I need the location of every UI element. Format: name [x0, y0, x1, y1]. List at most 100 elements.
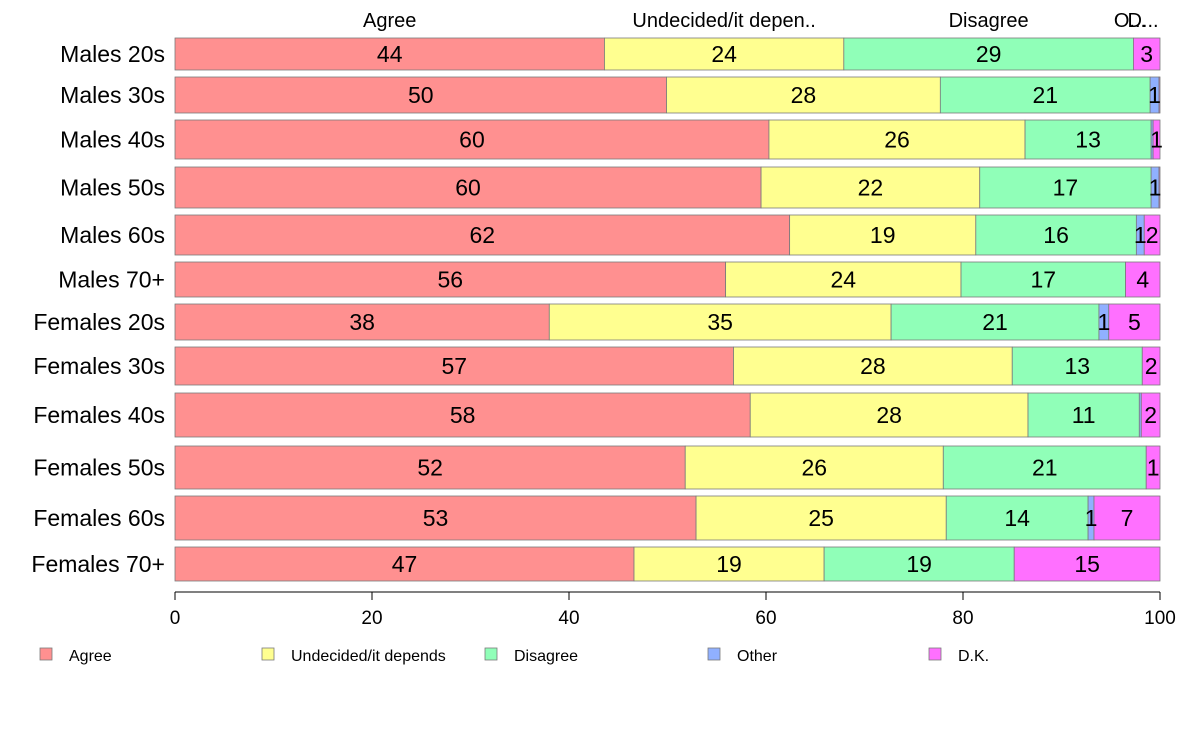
legend-label: Agree [69, 648, 112, 665]
bar-males-30s-disagree [939, 76, 1151, 114]
category-label: Females 20s [33, 309, 165, 335]
data-label: 47 [392, 551, 418, 577]
bar-females-60s-agree [174, 495, 697, 541]
legend-label: Other [737, 648, 778, 665]
bar-females-20s-disagree [890, 303, 1100, 341]
data-label: 28 [791, 82, 817, 108]
bar-females-60s-d-k [1093, 495, 1161, 541]
x-tick-label: 80 [952, 608, 973, 629]
bar-males-60s-undecided-it-depends [789, 214, 977, 256]
legend-label: D.K. [958, 648, 989, 665]
bar-males-70-d-k [1125, 261, 1161, 298]
bar-males-70-disagree [960, 261, 1126, 298]
data-label: 29 [976, 41, 1002, 67]
bar-females-40s-d-k [1140, 392, 1161, 438]
legend-label: Disagree [514, 648, 578, 665]
legend-swatch-other [707, 647, 721, 661]
data-label: 26 [884, 127, 910, 153]
data-label: 1 [1097, 309, 1110, 335]
category-label: Males 50s [60, 175, 165, 201]
bar-females-70-d-k [1013, 546, 1161, 582]
bar-males-60s-disagree [975, 214, 1137, 256]
data-label: 1 [1085, 505, 1098, 531]
series-top-label: O... [1114, 10, 1146, 32]
data-label: 15 [1074, 551, 1100, 577]
data-label: 1 [1150, 127, 1163, 153]
bar-males-60s-agree [174, 214, 791, 256]
data-label: 11 [1072, 402, 1096, 428]
category-label: Females 30s [33, 353, 165, 379]
legend-swatch-disagree [484, 647, 498, 661]
data-label: 58 [450, 402, 476, 428]
bar-females-20s-agree [174, 303, 550, 341]
x-tick-label: 100 [1144, 608, 1176, 629]
data-label: 2 [1145, 353, 1158, 379]
bar-females-60s-disagree [945, 495, 1089, 541]
bar-males-50s-agree [174, 166, 762, 209]
category-label: Males 60s [60, 222, 165, 248]
data-label: 60 [459, 127, 485, 153]
bar-females-30s-d-k [1141, 346, 1161, 386]
bar-females-50s-d-k [1145, 445, 1161, 490]
data-label: 28 [876, 402, 902, 428]
category-label: Males 70+ [58, 267, 165, 293]
data-label: 1 [1134, 222, 1147, 248]
bar-females-20s-undecided-it-depends [548, 303, 892, 341]
series-top-label: Undecided/it depen.. [632, 10, 815, 32]
category-label: Females 50s [33, 455, 165, 481]
bar-males-50s-d-k [1158, 166, 1161, 209]
x-tick-label: 40 [558, 608, 579, 629]
data-label: 57 [441, 353, 467, 379]
data-label: 25 [808, 505, 834, 531]
bar-females-70-undecided-it-depends [633, 546, 825, 582]
data-label: 14 [1004, 505, 1030, 531]
category-label: Males 40s [60, 127, 165, 153]
data-label: 1 [1147, 455, 1160, 481]
bar-males-30s-agree [174, 76, 667, 114]
bar-males-20s-d-k [1133, 37, 1161, 71]
data-label: 24 [711, 41, 737, 67]
bar-females-70-disagree [823, 546, 1015, 582]
data-label: 56 [438, 267, 464, 293]
data-label: 21 [982, 309, 1008, 335]
legend-swatch-agree [39, 647, 53, 661]
bar-males-40s-d-k [1152, 119, 1161, 160]
data-label: 26 [801, 455, 827, 481]
x-tick-label: 60 [755, 608, 776, 629]
data-label: 17 [1053, 175, 1079, 201]
bar-females-20s-d-k [1108, 303, 1161, 341]
data-label: 50 [408, 82, 434, 108]
bar-males-50s-undecided-it-depends [760, 166, 981, 209]
bar-males-20s-agree [174, 37, 605, 71]
data-label: 17 [1030, 267, 1056, 293]
data-label: 7 [1121, 505, 1134, 531]
category-label: Females 60s [33, 505, 165, 531]
bar-females-70-agree [174, 546, 635, 582]
legend-swatch-undecided-it-depends [261, 647, 275, 661]
category-label: Males 20s [60, 41, 165, 67]
data-label: 13 [1064, 353, 1090, 379]
bar-males-50s-disagree [979, 166, 1152, 209]
bar-females-30s-undecided-it-depends [733, 346, 1013, 386]
bar-females-40s-undecided-it-depends [749, 392, 1029, 438]
data-label: 16 [1043, 222, 1069, 248]
data-label: 3 [1140, 41, 1153, 67]
bar-females-40s-disagree [1027, 392, 1140, 438]
legend-label: Undecided/it depends [291, 648, 446, 665]
bar-females-30s-agree [174, 346, 734, 386]
bar-males-20s-undecided-it-depends [604, 37, 845, 71]
data-label: 2 [1146, 222, 1159, 248]
category-label: Males 30s [60, 82, 165, 108]
data-label: 35 [707, 309, 733, 335]
data-label: 44 [377, 41, 403, 67]
x-tick-label: 20 [361, 608, 382, 629]
data-label: 21 [1032, 82, 1058, 108]
data-label: 13 [1075, 127, 1101, 153]
bar-females-50s-undecided-it-depends [684, 445, 944, 490]
bar-females-50s-disagree [942, 445, 1147, 490]
data-label: 52 [417, 455, 443, 481]
data-label: 4 [1136, 267, 1149, 293]
category-label: Females 40s [33, 402, 165, 428]
series-top-label: Agree [363, 10, 416, 32]
